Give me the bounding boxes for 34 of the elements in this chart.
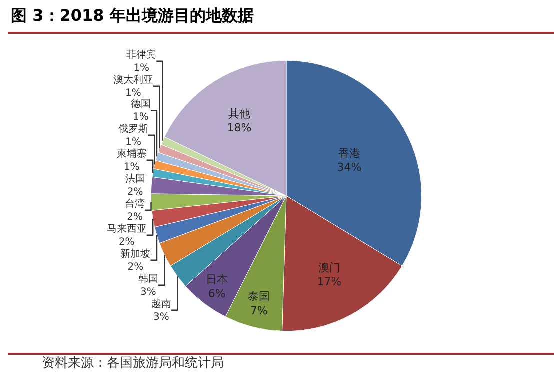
chart-title: 图 3：2018 年出境游目的地数据 bbox=[11, 6, 254, 25]
data-label: 1% bbox=[133, 112, 149, 123]
slice-label: 马来西亚 bbox=[106, 222, 147, 235]
data-label: 18% bbox=[227, 122, 252, 135]
slice-label: 德国 bbox=[130, 98, 151, 110]
data-label: 1% bbox=[134, 62, 150, 74]
slice-label: 澳大利亚 bbox=[113, 74, 154, 86]
data-label: 7% bbox=[250, 304, 268, 318]
slice-label: 法国 bbox=[125, 172, 146, 185]
data-label: 3% bbox=[154, 312, 170, 323]
slice-label: 泰国 bbox=[248, 290, 270, 304]
data-label: 1% bbox=[124, 162, 140, 173]
data-label: 6% bbox=[208, 287, 226, 300]
data-label: 2% bbox=[127, 212, 143, 223]
slice-label: 菲律宾 bbox=[126, 48, 157, 61]
slice-label: 日本 bbox=[206, 273, 228, 286]
slice-label: 柬埔寨 bbox=[116, 148, 147, 160]
slice-label: 香港 bbox=[338, 146, 360, 160]
data-label: 2% bbox=[118, 236, 135, 248]
slice-label: 台湾 bbox=[125, 198, 146, 210]
slice-label: 俄罗斯 bbox=[118, 122, 149, 135]
data-label: 17% bbox=[317, 276, 342, 289]
data-label: 2% bbox=[128, 262, 144, 273]
data-label: 1% bbox=[126, 136, 142, 148]
data-label: 3% bbox=[140, 286, 156, 298]
text: 资料来源：各国旅游局和统计局 bbox=[42, 356, 224, 371]
data-label: 1% bbox=[126, 88, 142, 99]
slice-label: 其他 bbox=[228, 107, 251, 120]
slice-label: 澳门 bbox=[318, 261, 340, 274]
data-label: 2% bbox=[127, 186, 144, 198]
slice-label: 越南 bbox=[151, 298, 172, 310]
slice-label: 新加坡 bbox=[120, 248, 151, 260]
slice-label: 韩国 bbox=[138, 272, 158, 285]
data-label: 34% bbox=[337, 161, 362, 174]
